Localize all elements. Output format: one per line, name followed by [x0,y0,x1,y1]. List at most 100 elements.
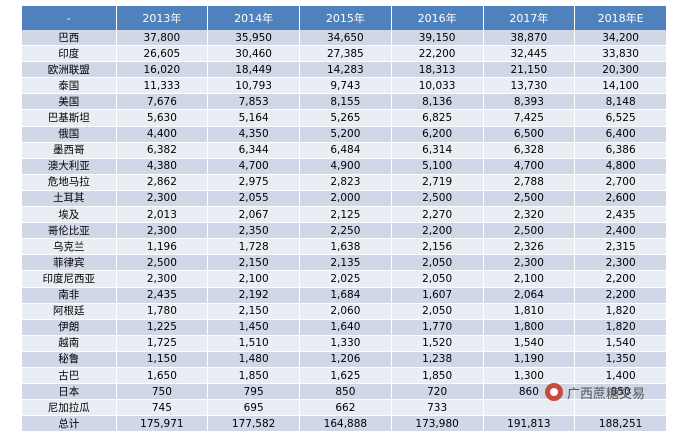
table-row: 俄国 4,400 4,350 5,200 6,200 6,500 6,400 [22,126,667,143]
value-cell: 27,385 [299,45,392,63]
value-cell: 2,823 [299,174,392,191]
value-cell: 1,190 [483,351,576,368]
value-cell: 2,862 [116,174,209,191]
value-cell: 1,638 [299,238,392,256]
value-cell: 2,600 [574,190,667,208]
value-cell: 1,225 [116,319,209,336]
table-row: 巴基斯坦 5,630 5,164 5,265 6,825 7,425 6,525 [22,109,667,127]
value-cell: 5,265 [299,109,392,127]
value-cell: 4,380 [116,158,209,175]
value-cell: 1,780 [116,303,209,320]
value-cell: 1,350 [574,351,667,368]
value-cell: 38,870 [483,30,576,47]
value-cell: 2,100 [483,270,576,288]
value-cell: 750 [116,383,209,401]
value-cell: 26,605 [116,45,209,63]
value-cell: 850 [299,383,392,401]
value-cell: 2,300 [116,222,209,240]
country-cell: 古巴 [22,367,117,385]
value-cell: 2,326 [483,238,576,256]
value-cell: 34,200 [574,30,667,47]
value-cell: 2,500 [391,190,484,208]
header-year: 2014年 [207,6,300,30]
value-cell: 6,484 [299,142,392,159]
value-cell: 34,650 [299,30,392,47]
sugar-production-table: -2013年 2014年 2015年 2016年 2017年 2018年E 巴西 37,80… [22,6,667,432]
value-cell: 30,460 [207,45,300,63]
country-cell: 土耳其 [22,190,117,208]
country-cell: 秘鲁 [22,351,117,368]
value-cell: 6,825 [391,109,484,127]
header-year: 2018年E [574,6,667,30]
table-row: 危地马拉 2,862 2,975 2,823 2,719 2,788 2,700 [22,174,667,191]
value-cell: 188,251 [574,415,667,432]
value-cell: 16,020 [116,61,209,79]
country-cell: 俄国 [22,126,117,143]
table-row: 埃及 2,013 2,067 2,125 2,270 2,320 2,435 [22,206,667,224]
country-cell: 巴西 [22,30,117,47]
value-cell: 1,650 [116,367,209,385]
value-cell: 6,328 [483,142,576,159]
value-cell: 2,125 [299,206,392,224]
value-cell [483,399,576,417]
value-cell: 4,700 [207,158,300,175]
country-cell: 巴基斯坦 [22,109,117,127]
value-cell: 39,150 [391,30,484,47]
country-cell: 乌克兰 [22,238,117,256]
value-cell: 2,500 [483,222,576,240]
country-cell: 墨西哥 [22,142,117,159]
value-cell: 1,400 [574,367,667,385]
value-cell: 2,435 [116,287,209,304]
value-cell: 1,850 [391,367,484,385]
value-cell: 2,788 [483,174,576,191]
value-cell: 13,730 [483,77,576,95]
table-row: 土耳其 2,300 2,055 2,000 2,500 2,500 2,600 [22,190,667,208]
value-cell: 2,135 [299,254,392,272]
value-cell: 6,200 [391,126,484,143]
value-cell: 5,200 [299,126,392,143]
value-cell: 177,582 [207,415,300,432]
table-row: 泰国 11,333 10,793 9,743 10,033 13,730 14,100 [22,77,667,95]
header-country: - [22,6,117,30]
value-cell: 2,060 [299,303,392,320]
country-cell: 总计 [22,415,117,432]
value-cell: 2,250 [299,222,392,240]
country-cell: 印度尼西亚 [22,270,117,288]
value-cell: 18,313 [391,61,484,79]
value-cell: 5,100 [391,158,484,175]
watermark-text: 广西蔗糖交易 [567,386,646,402]
value-cell: 1,607 [391,287,484,304]
value-cell: 7,425 [483,109,576,127]
value-cell: 2,350 [207,222,300,240]
value-cell: 1,770 [391,319,484,336]
value-cell: 1,684 [299,287,392,304]
value-cell: 33,830 [574,45,667,63]
value-cell: 1,820 [574,319,667,336]
table-row: 美国 7,676 7,853 8,155 8,136 8,393 8,148 [22,93,667,111]
country-cell: 哥伦比亚 [22,222,117,240]
value-cell: 1,540 [574,335,667,352]
value-cell: 164,888 [299,415,392,432]
value-cell: 14,283 [299,61,392,79]
value-cell: 4,900 [299,158,392,175]
table-row: 日本 750 795 850 720 860 850 [22,383,667,401]
sugar-production-table-container: -2013年 2014年 2015年 2016年 2017年 2018年E 巴西 37,80… [22,6,667,432]
value-cell: 8,136 [391,93,484,111]
value-cell: 2,315 [574,238,667,256]
table-row: 印度 26,605 30,460 27,385 22,200 32,445 33,830 [22,45,667,63]
value-cell: 2,719 [391,174,484,191]
value-cell: 37,800 [116,30,209,47]
value-cell: 2,200 [391,222,484,240]
value-cell: 2,055 [207,190,300,208]
value-cell: 1,150 [116,351,209,368]
value-cell: 4,700 [483,158,576,175]
value-cell: 1,728 [207,238,300,256]
value-cell: 8,393 [483,93,576,111]
table-row: 欧洲联盟 16,020 18,449 14,283 18,313 21,150 20,300 [22,61,667,79]
value-cell: 5,164 [207,109,300,127]
value-cell: 1,850 [207,367,300,385]
value-cell: 1,450 [207,319,300,336]
country-cell: 美国 [22,93,117,111]
country-cell: 越南 [22,335,117,352]
header-year: 2017年 [483,6,576,30]
